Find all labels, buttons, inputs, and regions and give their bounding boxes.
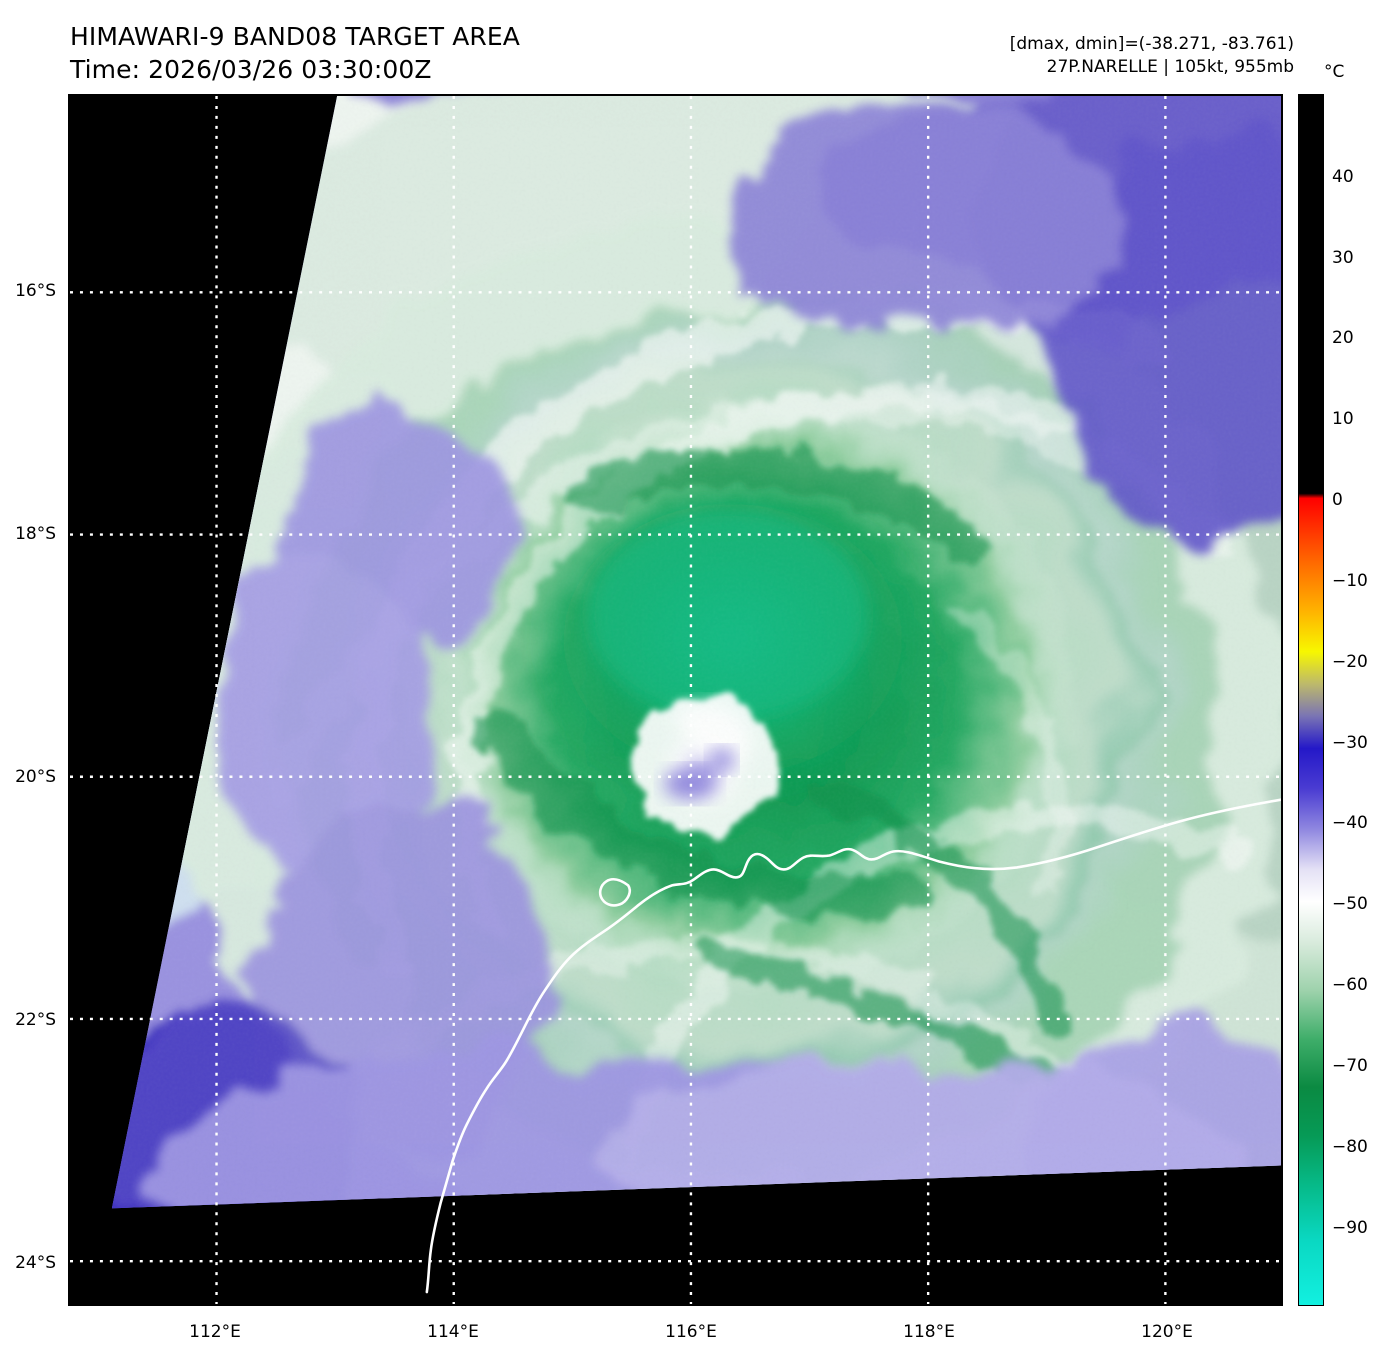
xtick-label: 112°E [189, 1322, 241, 1342]
colorbar-tick-label: −20 [1332, 652, 1368, 672]
colorbar-tick-label: −50 [1332, 894, 1368, 914]
colorbar-tick-label: −10 [1332, 571, 1368, 591]
swath-data [111, 96, 1281, 1209]
time-line: Time: 2026/03/26 03:30:00Z [70, 55, 432, 84]
colorbar-tick-label: −80 [1332, 1137, 1368, 1157]
colorbar-gradient [1299, 95, 1323, 1305]
xtick-label: 116°E [665, 1322, 717, 1342]
map-plot-area: Copyright © 2020-2026 Dapiya [68, 94, 1283, 1306]
colorbar-tick-label: 0 [1332, 490, 1343, 510]
page-title: HIMAWARI-9 BAND08 TARGET AREA Time: 2026… [70, 20, 520, 86]
colorbar [1298, 94, 1324, 1306]
ytick-label: 20°S [15, 767, 56, 787]
ytick-label: 24°S [15, 1253, 56, 1273]
colorbar-tick-label: −60 [1332, 975, 1368, 995]
colorbar-tick-label: 40 [1332, 167, 1354, 187]
colorbar-tick-label: 10 [1332, 409, 1354, 429]
metadata-block: [dmax, dmin]=(-38.271, -83.761) 27P.NARE… [1010, 33, 1294, 79]
storm-info-text: 27P.NARELLE | 105kt, 955mb [1046, 57, 1294, 77]
ytick-label: 22°S [15, 1010, 56, 1030]
dminmax-text: [dmax, dmin]=(-38.271, -83.761) [1009, 34, 1294, 54]
xtick-label: 120°E [1141, 1322, 1193, 1342]
ytick-label: 18°S [15, 524, 56, 544]
xtick-label: 118°E [903, 1322, 955, 1342]
ytick-label: 16°S [15, 281, 56, 301]
colorbar-tick-label: −40 [1332, 813, 1368, 833]
colorbar-unit-label: °C [1324, 62, 1345, 82]
xtick-label: 114°E [427, 1322, 479, 1342]
colorbar-tick-label: −70 [1332, 1056, 1368, 1076]
colorbar-tick-label: −90 [1332, 1218, 1368, 1238]
satellite-image [70, 96, 1281, 1304]
colorbar-tick-label: 20 [1332, 328, 1354, 348]
title-line: HIMAWARI-9 BAND08 TARGET AREA [70, 22, 520, 51]
colorbar-tick-label: −30 [1332, 733, 1368, 753]
colorbar-tick-label: 30 [1332, 248, 1354, 268]
coastline [425, 798, 1281, 1294]
